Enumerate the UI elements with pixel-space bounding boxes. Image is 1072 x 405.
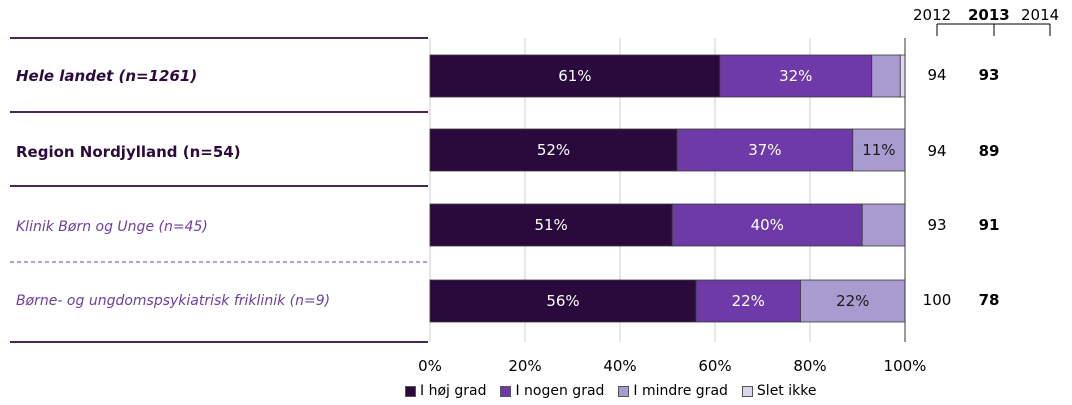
bar-segment-row3-series2 <box>671 203 863 247</box>
value-2013-row-4: 78 <box>978 291 1000 309</box>
bar-segment-row4-series2 <box>695 279 801 323</box>
year-header-2014: 2014 <box>1021 6 1060 24</box>
bar-segment-row2-series3 <box>852 128 906 172</box>
data-label-row1-series2: 32% <box>779 67 812 85</box>
x-axis: 0% 20% 40% 60% 80% 100% <box>418 357 926 375</box>
legend-item-nogen-grad: I nogen grad <box>500 383 604 399</box>
bar-segment-row4-series1 <box>429 279 697 323</box>
legend-swatch-hoej-grad <box>405 385 416 397</box>
row-label-friklinik: Børne- og ungdomspsykiatrisk friklinik (… <box>16 293 331 309</box>
bar-segment-row1-series4 <box>899 54 906 98</box>
legend-label-slet-ikke: Slet ikke <box>756 383 817 399</box>
row-label-region-nordjylland: Region Nordjylland (n=54) <box>16 143 241 161</box>
value-2013-row-1: 93 <box>978 66 1000 84</box>
bar-segment-row3-series3 <box>861 203 906 247</box>
legend-item-hoej-grad: I høj grad <box>405 383 486 399</box>
value-2012-row-2: 94 <box>927 142 947 160</box>
data-label-row4-series2: 22% <box>732 292 765 310</box>
x-tick-label-4: 80% <box>793 357 826 375</box>
x-tick-label-0: 0% <box>418 357 442 375</box>
data-label-row4-series3: 22% <box>836 292 869 310</box>
row-separators <box>10 37 428 343</box>
bar-segment-row2-series2 <box>676 128 854 172</box>
row-label-hele-landet: Hele landet (n=1261) <box>16 67 198 85</box>
bar-segment-row3-series1 <box>429 203 673 247</box>
data-label-row3-series1: 51% <box>534 216 567 234</box>
data-label-row2-series3: 11% <box>862 141 895 159</box>
value-2013-row-3: 91 <box>978 216 1000 234</box>
value-2012-row-4: 100 <box>922 291 952 309</box>
chart-legend: I høj grad I nogen grad I mindre grad Sl… <box>405 383 816 399</box>
value-2012-row-1: 94 <box>927 66 947 84</box>
legend-label-nogen-grad: I nogen grad <box>515 383 605 399</box>
row-label-klinik-boern-og-unge: Klinik Børn og Unge (n=45) <box>16 219 208 235</box>
x-tick-label-1: 20% <box>508 357 541 375</box>
data-label-row2-series1: 52% <box>537 141 570 159</box>
chart-bars: 61% 32% 52% 37% 11% 51% 40% 56% 22% 22% <box>429 38 906 342</box>
data-label-row1-series1: 61% <box>558 67 591 85</box>
legend-swatch-nogen-grad <box>500 385 512 397</box>
x-tick-label-3: 60% <box>698 357 731 375</box>
x-tick-label-2: 40% <box>603 357 636 375</box>
legend-swatch-mindre-grad <box>618 385 630 397</box>
legend-item-mindre-grad: I mindre grad <box>618 383 728 399</box>
year-header-2013: 2013 <box>968 6 1010 24</box>
data-label-row4-series1: 56% <box>546 292 579 310</box>
value-2013-row-2: 89 <box>978 142 1000 160</box>
value-2012-row-3: 93 <box>927 216 947 234</box>
legend-label-mindre-grad: I mindre grad <box>633 383 728 399</box>
bar-segment-row1-series3 <box>871 54 901 98</box>
year-bracket <box>936 23 1051 36</box>
data-label-row3-series2: 40% <box>751 216 784 234</box>
legend-swatch-slet-ikke <box>741 385 753 397</box>
data-label-row2-series2: 37% <box>748 141 781 159</box>
legend-label-hoej-grad: I høj grad <box>420 383 487 399</box>
bar-segment-row1-series1 <box>429 54 721 98</box>
legend-item-slet-ikke: Slet ikke <box>741 383 817 399</box>
year-header-2012: 2012 <box>913 6 952 24</box>
bar-segment-row4-series3 <box>800 279 906 323</box>
x-tick-label-5: 100% <box>884 357 927 375</box>
